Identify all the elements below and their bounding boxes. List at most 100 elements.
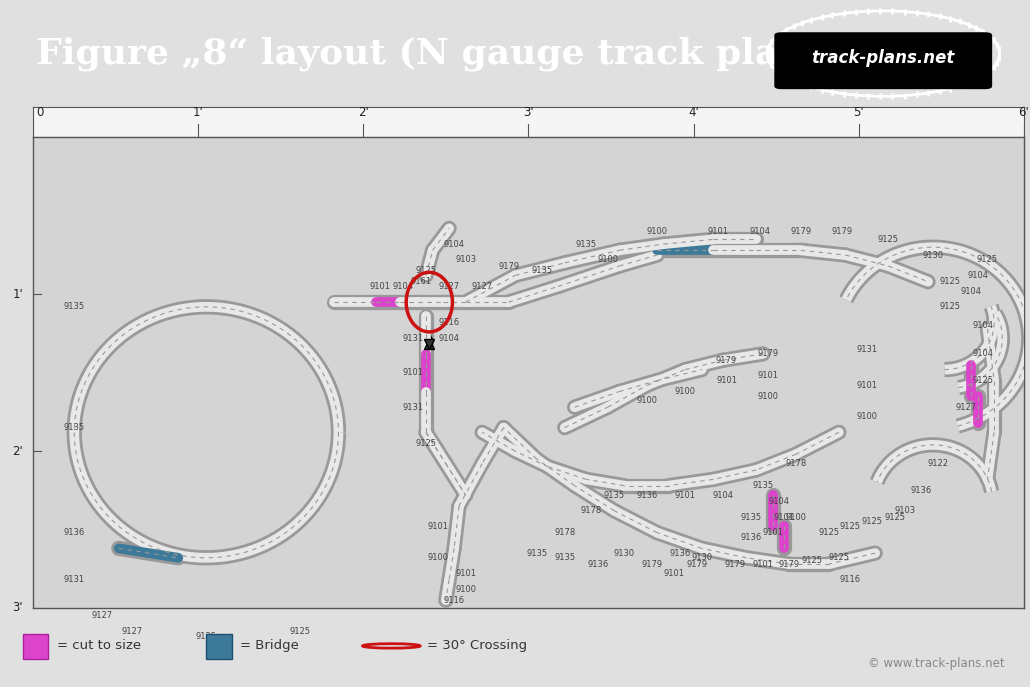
Text: 9125: 9125 — [415, 267, 437, 275]
Text: 9136: 9136 — [64, 528, 84, 537]
Text: 9104: 9104 — [392, 282, 413, 291]
Text: 9100: 9100 — [637, 396, 658, 405]
Text: track-plans.net: track-plans.net — [812, 49, 955, 67]
Text: 9136: 9136 — [670, 549, 691, 558]
Text: 9131: 9131 — [64, 575, 84, 584]
Text: 9100: 9100 — [427, 553, 448, 562]
FancyBboxPatch shape — [775, 32, 992, 89]
Text: 9101: 9101 — [708, 227, 729, 236]
Text: 9127: 9127 — [956, 403, 976, 412]
Text: 9101: 9101 — [427, 522, 448, 531]
Text: 9135: 9135 — [64, 423, 84, 432]
Text: 9101: 9101 — [856, 381, 878, 390]
Text: 2': 2' — [357, 106, 369, 119]
Text: 9101: 9101 — [675, 491, 696, 499]
Text: 9179: 9179 — [757, 350, 779, 359]
Text: 9130: 9130 — [614, 549, 634, 558]
Text: 9178: 9178 — [785, 459, 806, 468]
Text: 9104: 9104 — [960, 286, 982, 295]
Text: 9135: 9135 — [752, 481, 774, 490]
Text: 9135: 9135 — [604, 491, 625, 499]
Text: 9136: 9136 — [587, 560, 609, 569]
Text: 9179: 9179 — [779, 560, 800, 569]
Text: 9125: 9125 — [839, 522, 861, 531]
Text: 9103: 9103 — [894, 506, 916, 515]
Text: 9104: 9104 — [749, 227, 770, 236]
Text: 9179: 9179 — [716, 356, 737, 365]
Text: 6': 6' — [1019, 106, 1029, 119]
FancyBboxPatch shape — [206, 634, 232, 660]
Text: 9100: 9100 — [597, 256, 618, 264]
Text: 0: 0 — [36, 106, 43, 119]
Text: 9178: 9178 — [581, 506, 602, 515]
Text: 9130: 9130 — [691, 553, 713, 562]
Text: 9104: 9104 — [444, 240, 465, 249]
Text: 9101: 9101 — [757, 372, 779, 381]
Text: 9125: 9125 — [415, 439, 437, 448]
Text: 9116: 9116 — [439, 318, 459, 327]
FancyBboxPatch shape — [23, 634, 48, 660]
Text: 9101: 9101 — [774, 513, 795, 521]
Text: 9104: 9104 — [713, 491, 733, 499]
Text: 9125: 9125 — [885, 513, 905, 521]
Text: 9179: 9179 — [724, 560, 746, 569]
Text: 9127: 9127 — [472, 282, 492, 291]
Text: 1': 1' — [193, 106, 204, 119]
Text: 9125: 9125 — [819, 528, 839, 537]
Text: 2': 2' — [12, 444, 23, 458]
Text: 9179: 9179 — [831, 227, 853, 236]
Text: 9116: 9116 — [839, 575, 861, 584]
Text: 9125: 9125 — [802, 556, 823, 565]
Text: 5': 5' — [854, 106, 864, 119]
Text: 9122: 9122 — [927, 459, 949, 468]
Text: 9100: 9100 — [786, 513, 806, 521]
Text: = cut to size: = cut to size — [57, 640, 141, 653]
Text: 9136: 9136 — [741, 533, 762, 542]
Text: 9101: 9101 — [370, 282, 390, 291]
Text: 3': 3' — [523, 106, 534, 119]
Text: 9104: 9104 — [967, 271, 988, 280]
Text: Figure „8“ layout (N gauge track plan): Figure „8“ layout (N gauge track plan) — [36, 36, 822, 71]
Text: 9179: 9179 — [499, 262, 519, 271]
Text: 9100: 9100 — [856, 412, 878, 421]
Text: 9101: 9101 — [716, 376, 737, 385]
Text: 9161: 9161 — [411, 278, 432, 286]
Text: 9116: 9116 — [444, 596, 465, 605]
Text: 9131: 9131 — [856, 345, 878, 354]
Text: 9125: 9125 — [972, 376, 993, 385]
Text: 9101: 9101 — [762, 528, 783, 537]
Text: 9127: 9127 — [92, 611, 113, 620]
Text: 9136: 9136 — [911, 486, 932, 495]
Text: 9104: 9104 — [439, 334, 459, 343]
Text: = 30° Crossing: = 30° Crossing — [427, 640, 527, 653]
Text: 9101: 9101 — [663, 569, 684, 578]
Text: 9130: 9130 — [923, 251, 943, 260]
Text: 9101: 9101 — [403, 368, 423, 377]
Text: 9135: 9135 — [64, 302, 84, 311]
Text: 9179: 9179 — [686, 560, 708, 569]
Text: 9135: 9135 — [554, 553, 576, 562]
Text: 9179: 9179 — [790, 227, 812, 236]
Text: 9103: 9103 — [455, 256, 476, 264]
Text: 9101: 9101 — [752, 560, 774, 569]
Text: 9104: 9104 — [972, 321, 993, 330]
Text: © www.track-plans.net: © www.track-plans.net — [867, 657, 1004, 670]
Text: 9125: 9125 — [878, 235, 899, 244]
Text: 9125: 9125 — [828, 553, 850, 562]
Text: 9135: 9135 — [526, 549, 547, 558]
Text: 9136: 9136 — [637, 491, 658, 499]
Text: 9101: 9101 — [455, 569, 476, 578]
Text: 9131: 9131 — [403, 403, 423, 412]
Text: 9125: 9125 — [196, 632, 217, 641]
Text: 9135: 9135 — [576, 240, 596, 249]
Text: 9127: 9127 — [439, 282, 459, 291]
Text: 9125: 9125 — [861, 517, 883, 526]
Text: 3': 3' — [12, 602, 23, 614]
Text: 9135: 9135 — [531, 267, 552, 275]
Text: 9125: 9125 — [939, 278, 960, 286]
Text: 9127: 9127 — [122, 627, 142, 636]
Text: 9131: 9131 — [403, 334, 423, 343]
Text: 9178: 9178 — [554, 528, 576, 537]
Text: 9104: 9104 — [972, 350, 993, 359]
Text: 9179: 9179 — [642, 560, 663, 569]
